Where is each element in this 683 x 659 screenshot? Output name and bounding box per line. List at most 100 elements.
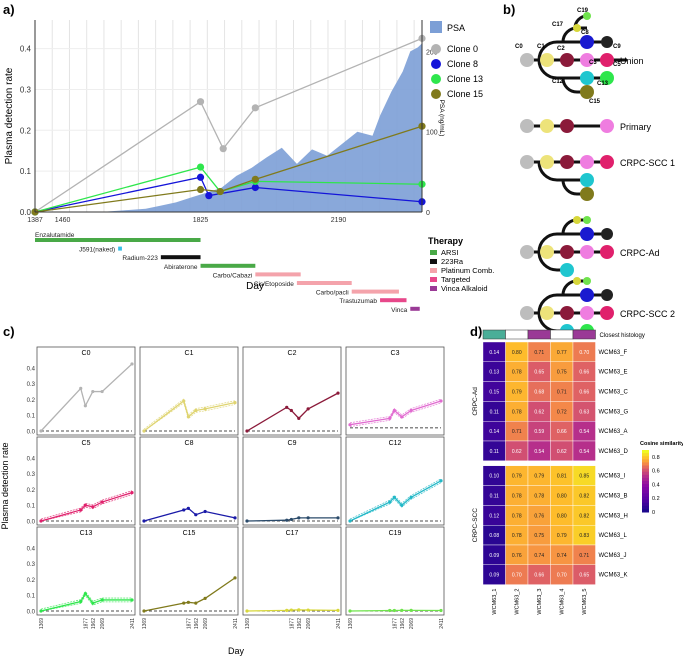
y2-tick-label: 100: [426, 130, 438, 137]
facet-y-tick: 0.2: [27, 398, 36, 404]
tree-edge: [537, 251, 558, 272]
legend-gradient-step: [642, 453, 649, 457]
heatmap-value: 0.70: [557, 573, 567, 579]
heatmap-value: 0.65: [579, 573, 589, 579]
therapy-bar: [255, 272, 301, 277]
tree-node: [580, 245, 594, 259]
legend-gradient-step: [642, 502, 649, 507]
heatmap-value: 0.09: [489, 573, 499, 579]
series-point: [251, 183, 259, 192]
therapy-label: Enzalutamide: [35, 232, 75, 239]
band-lower: [40, 594, 132, 612]
facet-x-tick: 2069: [203, 618, 209, 629]
heatmap-value: 0.79: [557, 533, 567, 539]
tree-edge: [561, 77, 578, 94]
facet-title: C12: [389, 440, 402, 447]
facet-point: [245, 429, 249, 433]
facet-point: [306, 608, 310, 612]
tree-node: [580, 53, 594, 67]
legend-tick: 0.6: [652, 469, 660, 475]
tree-node: [520, 245, 534, 259]
heatmap-value: 0.77: [557, 350, 567, 356]
legend-gradient-step: [642, 462, 649, 466]
facet-title: C8: [185, 440, 194, 447]
heatmap-cell: [572, 564, 596, 585]
therapy-legend-swatch: [430, 277, 437, 282]
heatmap-row-label: WCM63_G: [599, 409, 629, 415]
panel-c: C0 0.0 0.1 0.2 0.3 0.4 C1 C2 C3 C5 0.0 0.1 0.2 0.3 0.4…: [0, 346, 445, 656]
heatmap-value: 0.82: [579, 513, 589, 519]
facet-point: [39, 609, 43, 613]
facet-point: [39, 429, 43, 433]
tree-node: [560, 245, 574, 259]
facet-x-title: Day: [228, 646, 245, 656]
facet-title: C17: [286, 530, 299, 537]
heatmap-value: 0.66: [557, 429, 567, 435]
facet-point: [100, 598, 104, 602]
panel-d-label: d): [470, 324, 482, 339]
tree-node: [580, 173, 594, 187]
tree-node: [520, 119, 534, 133]
facet-point: [182, 508, 186, 512]
legend-gradient-step: [642, 490, 649, 494]
facet-point: [79, 508, 83, 512]
heatmap-value: 0.63: [579, 409, 589, 415]
facet-point: [392, 408, 396, 413]
facet-line: [40, 592, 132, 612]
facet-point: [285, 405, 289, 409]
therapy-bar: [380, 298, 407, 303]
legend-swatch: [431, 44, 441, 54]
y-tick-label: 0.2: [20, 126, 32, 135]
legend-gradient-step: [642, 465, 649, 470]
tree-node: [580, 155, 594, 169]
tree-node: [540, 245, 554, 259]
legend-tick: 0.8: [652, 455, 660, 461]
heatmap-value: 0.14: [489, 350, 499, 356]
facet-title: C9: [288, 440, 297, 447]
x-tick-label: 1460: [55, 217, 71, 224]
tree-node: [540, 119, 554, 133]
legend-gradient-step: [642, 450, 649, 454]
series-point: [219, 145, 227, 153]
facet-title: C2: [288, 350, 297, 357]
heatmap-value: 0.09: [489, 553, 499, 559]
band-lower: [143, 402, 236, 432]
facet-line: [246, 609, 339, 612]
band-upper: [40, 591, 132, 610]
tree-edge: [537, 232, 558, 253]
legend-gradient-step: [642, 508, 649, 513]
legend-swatch-psa: [430, 21, 442, 33]
tree-node: [560, 306, 574, 320]
heatmap-value: 0.76: [534, 513, 544, 519]
facet-point: [297, 416, 301, 420]
legend-label-psa: PSA: [447, 23, 465, 33]
heatmap-value: 0.70: [579, 350, 589, 356]
tree-node-label: C3: [589, 60, 597, 66]
facet-point: [297, 608, 301, 612]
heatmap-cell: [572, 440, 596, 461]
facet-x-tick: 2411: [439, 618, 445, 629]
facet-x-tick: 2411: [233, 618, 239, 629]
heatmap-value: 0.71: [534, 350, 544, 356]
y-tick-label: 0.0: [20, 208, 32, 217]
legend-swatch: [431, 59, 441, 69]
tree-node-label: C12: [552, 79, 564, 85]
facet-point: [142, 429, 146, 433]
heatmap-value: 0.08: [489, 533, 499, 539]
heatmap-col-label: WCM63_2: [515, 589, 521, 615]
heatmap-value: 0.12: [489, 513, 499, 519]
legend-gradient-step: [642, 474, 649, 479]
legend-gradient-step: [642, 468, 649, 473]
heatmap-value: 0.83: [579, 533, 589, 539]
tree-node: [520, 306, 534, 320]
tree-node: [600, 119, 614, 133]
heatmap-value: 0.78: [512, 370, 522, 376]
heatmap-row-label: WCM63_I: [599, 474, 626, 480]
heatmap-row-label: WCM63_J: [599, 553, 627, 559]
heatmap-row-label: WCM63_L: [599, 533, 628, 539]
y-tick-label: 0.1: [20, 167, 32, 176]
facet-point: [409, 608, 413, 612]
tree-node-label: C17: [552, 22, 564, 28]
